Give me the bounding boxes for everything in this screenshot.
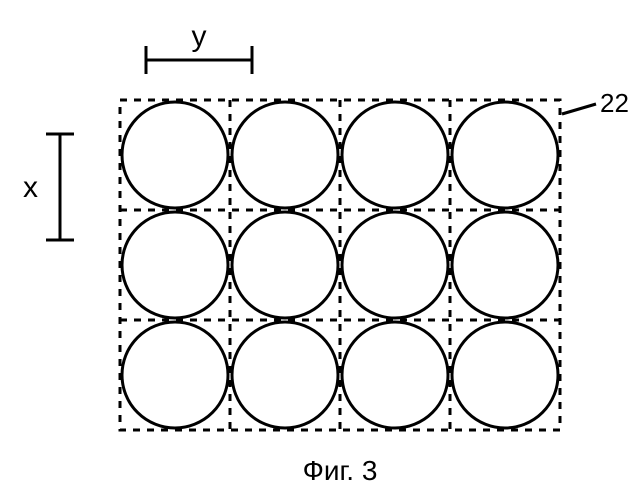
grid-circle	[122, 212, 228, 318]
grid-circle	[452, 102, 558, 208]
dim-x-label: x	[23, 171, 38, 204]
grid-circle	[232, 102, 338, 208]
grid-circle	[232, 212, 338, 318]
grid-circle	[232, 322, 338, 428]
dim-y-label: y	[192, 20, 207, 53]
grid-circle	[122, 102, 228, 208]
grid-circle	[452, 212, 558, 318]
figure-diagram: y x 22 Фиг. 3	[0, 0, 638, 500]
grid-circle	[342, 212, 448, 318]
callout-leader	[562, 104, 596, 114]
callout-label: 22	[600, 88, 629, 118]
figure-caption: Фиг. 3	[303, 455, 378, 486]
grid-circle	[452, 322, 558, 428]
grid-circle	[342, 322, 448, 428]
grid-circle	[342, 102, 448, 208]
grid-circle	[122, 322, 228, 428]
